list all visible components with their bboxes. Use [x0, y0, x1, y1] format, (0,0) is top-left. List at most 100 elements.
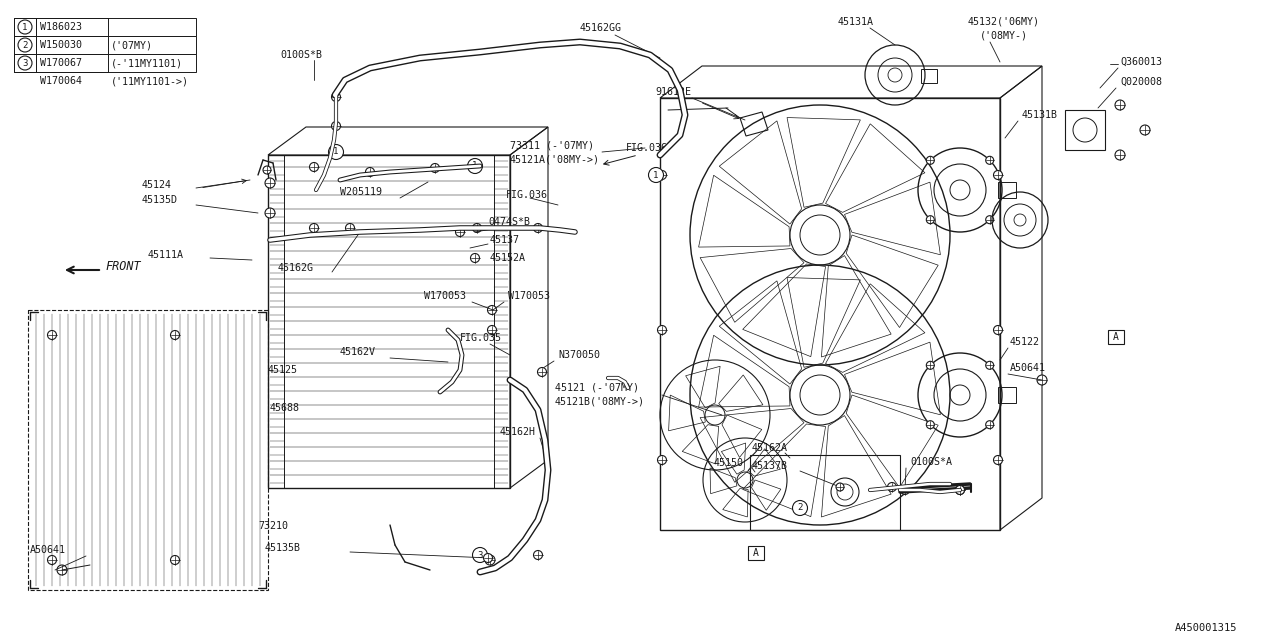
Bar — [14, 36, 36, 54]
Circle shape — [887, 483, 896, 492]
Circle shape — [649, 168, 663, 182]
Text: 45688: 45688 — [270, 403, 300, 413]
Bar — [36, 18, 108, 36]
Text: 45122: 45122 — [1010, 337, 1039, 347]
Circle shape — [58, 565, 67, 575]
Circle shape — [346, 223, 355, 232]
Text: 45131B: 45131B — [1021, 110, 1059, 120]
Text: 45162G: 45162G — [278, 263, 314, 273]
Text: 1: 1 — [22, 22, 28, 31]
Circle shape — [265, 178, 275, 188]
Text: 45121A('08MY->): 45121A('08MY->) — [509, 155, 600, 165]
Text: 2: 2 — [797, 504, 803, 513]
Circle shape — [658, 456, 667, 465]
Text: Q020008: Q020008 — [1120, 77, 1162, 87]
Circle shape — [366, 168, 375, 177]
Circle shape — [310, 223, 319, 232]
Circle shape — [262, 166, 271, 174]
Circle shape — [993, 456, 1002, 465]
Circle shape — [467, 159, 483, 173]
Circle shape — [538, 367, 547, 376]
Text: ('08MY-): ('08MY-) — [980, 31, 1028, 41]
Text: Q360013: Q360013 — [1120, 57, 1162, 67]
Bar — [998, 387, 1016, 403]
Text: 45135D: 45135D — [142, 195, 178, 205]
Circle shape — [534, 223, 543, 232]
Text: N370050: N370050 — [558, 350, 600, 360]
Bar — [14, 36, 196, 54]
Text: A: A — [1114, 332, 1119, 342]
Circle shape — [955, 486, 965, 495]
Circle shape — [430, 163, 439, 173]
Text: FIG.035: FIG.035 — [460, 333, 502, 343]
Text: W170053: W170053 — [424, 291, 466, 301]
Text: 0100S*A: 0100S*A — [910, 457, 952, 467]
Circle shape — [471, 253, 480, 262]
Text: A: A — [753, 548, 759, 558]
Text: ('11MY1101->): ('11MY1101->) — [111, 76, 189, 86]
Circle shape — [1115, 150, 1125, 160]
Circle shape — [1073, 118, 1097, 142]
Circle shape — [471, 161, 480, 170]
Circle shape — [658, 170, 667, 179]
Circle shape — [927, 362, 934, 369]
Circle shape — [901, 486, 910, 495]
Circle shape — [927, 156, 934, 164]
Text: 0474S*B: 0474S*B — [488, 217, 530, 227]
Text: 91612E: 91612E — [655, 87, 691, 97]
Circle shape — [456, 227, 465, 237]
Text: 45131A: 45131A — [838, 17, 874, 27]
Text: FIG.036: FIG.036 — [506, 190, 548, 200]
Text: 45162GG: 45162GG — [580, 23, 622, 33]
Text: 45162V: 45162V — [340, 347, 376, 357]
Text: 45125: 45125 — [268, 365, 298, 375]
Circle shape — [472, 547, 488, 563]
Circle shape — [986, 216, 993, 224]
Text: A450001315: A450001315 — [1175, 623, 1238, 633]
Circle shape — [265, 208, 275, 218]
Circle shape — [488, 326, 497, 335]
Bar — [1108, 330, 1124, 344]
Circle shape — [488, 305, 497, 314]
Text: 45137B: 45137B — [753, 461, 788, 471]
Text: 0100S*B: 0100S*B — [280, 50, 323, 60]
Circle shape — [47, 330, 56, 339]
Text: (-'11MY1101): (-'11MY1101) — [111, 58, 183, 68]
Text: 1: 1 — [653, 170, 659, 179]
Circle shape — [472, 223, 481, 232]
Circle shape — [986, 156, 993, 164]
Text: W170053: W170053 — [508, 291, 550, 301]
Text: W170064: W170064 — [40, 76, 82, 86]
Text: 45150: 45150 — [714, 458, 744, 468]
Text: W150030: W150030 — [40, 40, 82, 50]
Circle shape — [332, 122, 340, 131]
Circle shape — [955, 486, 965, 495]
Circle shape — [986, 420, 993, 429]
Circle shape — [1037, 375, 1047, 385]
Circle shape — [792, 500, 808, 515]
Text: 45132('06MY): 45132('06MY) — [968, 17, 1039, 27]
Circle shape — [836, 483, 844, 491]
Circle shape — [485, 555, 495, 565]
Circle shape — [18, 56, 32, 70]
Text: 45121 (-'07MY): 45121 (-'07MY) — [556, 383, 639, 393]
Circle shape — [484, 554, 493, 563]
Bar — [1065, 110, 1105, 150]
Circle shape — [1140, 125, 1149, 135]
Text: 45111A: 45111A — [148, 250, 184, 260]
Bar — [998, 182, 1016, 198]
Circle shape — [1115, 100, 1125, 110]
Text: ('07MY): ('07MY) — [111, 40, 154, 50]
Circle shape — [658, 326, 667, 335]
Circle shape — [170, 556, 179, 564]
Circle shape — [836, 483, 845, 492]
Text: 45121B('08MY->): 45121B('08MY->) — [556, 397, 645, 407]
Bar — [748, 546, 764, 560]
Text: A50641: A50641 — [1010, 363, 1046, 373]
Circle shape — [993, 326, 1002, 335]
Text: FIG.036: FIG.036 — [626, 143, 668, 153]
Circle shape — [18, 20, 32, 34]
Text: 3: 3 — [477, 550, 483, 559]
Text: 73210: 73210 — [259, 521, 288, 531]
Circle shape — [927, 216, 934, 224]
